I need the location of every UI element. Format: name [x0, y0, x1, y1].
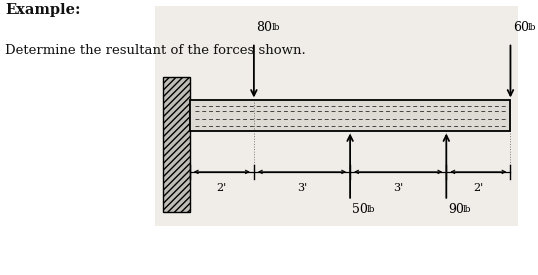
Bar	[163, 77, 190, 212]
Text: lb: lb	[528, 23, 536, 32]
Text: 50: 50	[352, 203, 367, 216]
Bar	[155, 6, 519, 225]
Text: Example:: Example:	[5, 3, 81, 17]
Text: 90: 90	[448, 203, 464, 216]
Text: lb: lb	[272, 23, 280, 32]
Text: 2': 2'	[217, 183, 227, 193]
Text: 3': 3'	[297, 183, 307, 193]
Text: 80: 80	[257, 21, 273, 34]
Text: 3': 3'	[393, 183, 404, 193]
Bar	[190, 100, 511, 131]
Text: Determine the resultant of the forces shown.: Determine the resultant of the forces sh…	[5, 44, 306, 57]
Text: 2': 2'	[473, 183, 484, 193]
Text: 60: 60	[513, 21, 529, 34]
Text: lb: lb	[463, 205, 471, 214]
Text: lb: lb	[367, 205, 375, 214]
